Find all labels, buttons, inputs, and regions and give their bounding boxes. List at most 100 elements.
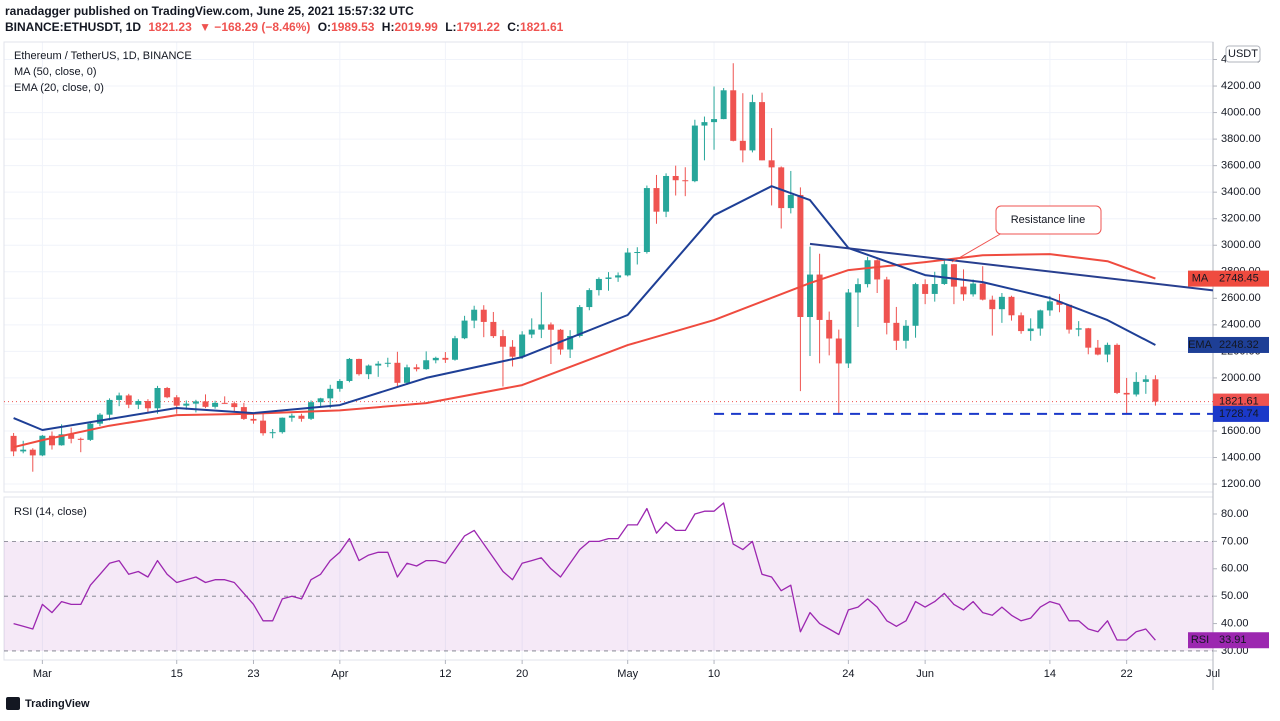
candle-body [173, 397, 180, 406]
logo-icon [6, 697, 20, 710]
candle-body [423, 360, 430, 370]
callout-box [995, 205, 1102, 235]
y-tick-label: 2400.00 [1221, 319, 1261, 331]
candle-body [96, 414, 103, 424]
candle-body [519, 334, 526, 357]
overlay-layer: Ethereum / TetherUS, 1D, BINANCE MA (50,… [6, 45, 1269, 710]
candle-body [845, 292, 852, 364]
x-tick-label: 23 [247, 668, 259, 680]
change: ▼ −168.29 (−8.46%) [199, 20, 310, 34]
candle-body [960, 286, 967, 295]
candle-body [979, 283, 986, 300]
symbol: BINANCE:ETHUSDT, 1D [5, 20, 141, 34]
candle-body [1008, 296, 1015, 316]
candle-body [663, 175, 670, 212]
candle-body [1114, 344, 1121, 393]
candle-body [970, 283, 977, 295]
currency: USDT [1228, 48, 1258, 60]
y-tick-label: 4200.00 [1221, 80, 1261, 92]
ohlc-prefix: O: [318, 20, 331, 34]
y-tick-label: 40.00 [1221, 617, 1249, 629]
ohlc-value: 1989.53 [331, 20, 375, 34]
candle-body [768, 160, 775, 168]
y-tick-label: 80.00 [1221, 508, 1249, 520]
candle-body [1056, 301, 1063, 305]
candle-body [807, 274, 813, 318]
byline: ranadagger published on TradingView.com,… [5, 4, 414, 18]
candle-body [260, 420, 267, 434]
candle-body [576, 307, 583, 336]
y-tick-label: 2000.00 [1221, 372, 1261, 384]
candle-body [682, 180, 689, 182]
y-tick-label: 70.00 [1221, 535, 1249, 547]
candle-body [547, 324, 554, 330]
indicator-line [13, 185, 1156, 431]
candle-body [106, 399, 113, 415]
candle-body [125, 395, 132, 405]
candle-body [950, 264, 957, 287]
x-tick-label: 15 [171, 668, 183, 680]
candle-body [394, 362, 401, 383]
x-tick-label: 12 [439, 668, 451, 680]
badge-value: 2748.45 [1219, 273, 1259, 285]
candle-body [144, 400, 151, 409]
ohlc-prefix: C: [507, 20, 520, 34]
badge [1213, 336, 1269, 353]
rsi-title: RSI (14, close) [14, 506, 87, 518]
badge [1213, 632, 1269, 649]
candle-body [567, 335, 574, 350]
candle-body [1018, 315, 1025, 332]
candle-body [893, 322, 900, 341]
candle-body [413, 367, 420, 370]
candle-body [787, 194, 794, 209]
candle-body [183, 403, 190, 406]
y-tick-label: 3800.00 [1221, 133, 1261, 145]
candle-body [365, 365, 372, 375]
y-tick-label: 1200.00 [1221, 478, 1261, 490]
candle-body [375, 363, 382, 366]
candle-body [1142, 379, 1149, 382]
badge-tag-text: EMA [1188, 339, 1213, 351]
candle-body [1066, 304, 1073, 330]
currency-box [1225, 45, 1261, 63]
candle-body [116, 395, 123, 400]
candle-body [653, 188, 660, 212]
candle-body [461, 320, 468, 339]
candle-body [691, 125, 698, 182]
candle-body [749, 102, 756, 151]
last-price: 1821.23 [148, 20, 192, 34]
candle-body [48, 435, 55, 446]
candle-body [1037, 310, 1044, 329]
badge-tag [1188, 336, 1213, 353]
annotation: Resistance line [1011, 214, 1086, 226]
ohlc-value: 2019.99 [394, 20, 438, 34]
logo: TradingView [6, 697, 90, 710]
candle-body [615, 275, 622, 278]
candle-body [1085, 328, 1092, 348]
y-tick-label: 2600.00 [1221, 292, 1261, 304]
candle-body [279, 417, 286, 433]
candle-body [384, 362, 391, 364]
candle-body [711, 119, 718, 123]
badge [1213, 405, 1269, 422]
badge-tag [1188, 632, 1213, 649]
candle-body [192, 401, 199, 404]
candle-body [212, 402, 219, 407]
x-tick-label: 20 [516, 668, 528, 680]
candle-body [432, 357, 439, 361]
candle-body [701, 122, 708, 126]
indicator-line [13, 253, 1156, 449]
candle-body [202, 401, 209, 407]
candle-body [356, 358, 363, 375]
candle-body [835, 338, 842, 364]
candle-body [854, 284, 861, 293]
candle-body [336, 380, 343, 389]
candle-body [221, 402, 228, 404]
candle-body [298, 415, 305, 419]
candle-body [20, 449, 27, 452]
candle-body [346, 358, 353, 381]
y-tick-label: 60.00 [1221, 563, 1249, 575]
x-tick-label: 10 [708, 668, 720, 680]
candle-body [624, 252, 631, 276]
candle-body [490, 321, 497, 337]
